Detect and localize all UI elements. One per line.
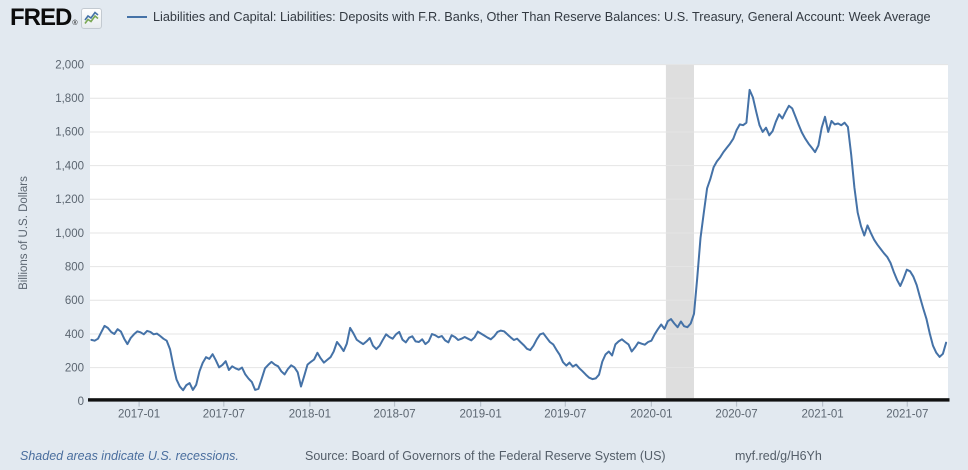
y-tick-label: 1,600 — [55, 127, 84, 139]
series-legend: Liabilities and Capital: Liabilities: De… — [127, 9, 968, 25]
x-tick-label: 2017-01 — [118, 409, 160, 421]
plot-area[interactable] — [90, 64, 948, 399]
y-tick-label: 200 — [65, 362, 84, 374]
x-tick-label: 2017-07 — [203, 409, 245, 421]
y-tick-label: 800 — [65, 261, 84, 273]
x-tick-label: 2020-07 — [715, 409, 757, 421]
series-title-line2: Week Average — [848, 10, 931, 24]
fred-graph-icon — [80, 7, 102, 29]
footer: Shaded areas indicate U.S. recessions. S… — [0, 444, 968, 470]
permalink[interactable]: myf.red/g/H6Yh — [735, 449, 822, 463]
y-tick-label: 2,000 — [55, 59, 84, 71]
recession-band — [665, 64, 694, 399]
x-tick-label: 2020-01 — [630, 409, 672, 421]
series-title-line1: Liabilities and Capital: Liabilities: De… — [153, 10, 846, 24]
y-tick-label: 1,400 — [55, 160, 84, 172]
x-tick-label: 2021-01 — [802, 409, 844, 421]
recession-note-link[interactable]: Shaded areas indicate U.S. recessions. — [20, 449, 239, 463]
x-tick-label: 2021-07 — [886, 409, 928, 421]
x-tick-label: 2019-07 — [544, 409, 586, 421]
series-title: Liabilities and Capital: Liabilities: De… — [153, 9, 968, 25]
x-tick-label: 2018-01 — [289, 409, 331, 421]
legend-line-icon — [127, 16, 147, 18]
y-axis-title: Billions of U.S. Dollars — [18, 176, 30, 290]
source-text: Source: Board of Governors of the Federa… — [305, 449, 666, 463]
x-tick-label: 2018-07 — [373, 409, 415, 421]
fred-logo-text: FRED — [10, 4, 72, 31]
y-tick-label: 1,000 — [55, 228, 84, 240]
registered-mark: ® — [72, 20, 78, 27]
x-tick-label: 2019-01 — [460, 409, 502, 421]
y-tick-label: 600 — [65, 295, 84, 307]
y-tick-label: 400 — [65, 329, 84, 341]
y-tick-label: 1,200 — [55, 194, 84, 206]
y-tick-label: 0 — [78, 396, 84, 408]
x-axis-line — [88, 398, 950, 402]
series-line[interactable] — [90, 88, 948, 392]
y-tick-label: 1,800 — [55, 93, 84, 105]
header: FRED ® Liabilities and Capital: Liabilit… — [0, 0, 968, 55]
fred-logo[interactable]: FRED ® — [10, 6, 102, 30]
